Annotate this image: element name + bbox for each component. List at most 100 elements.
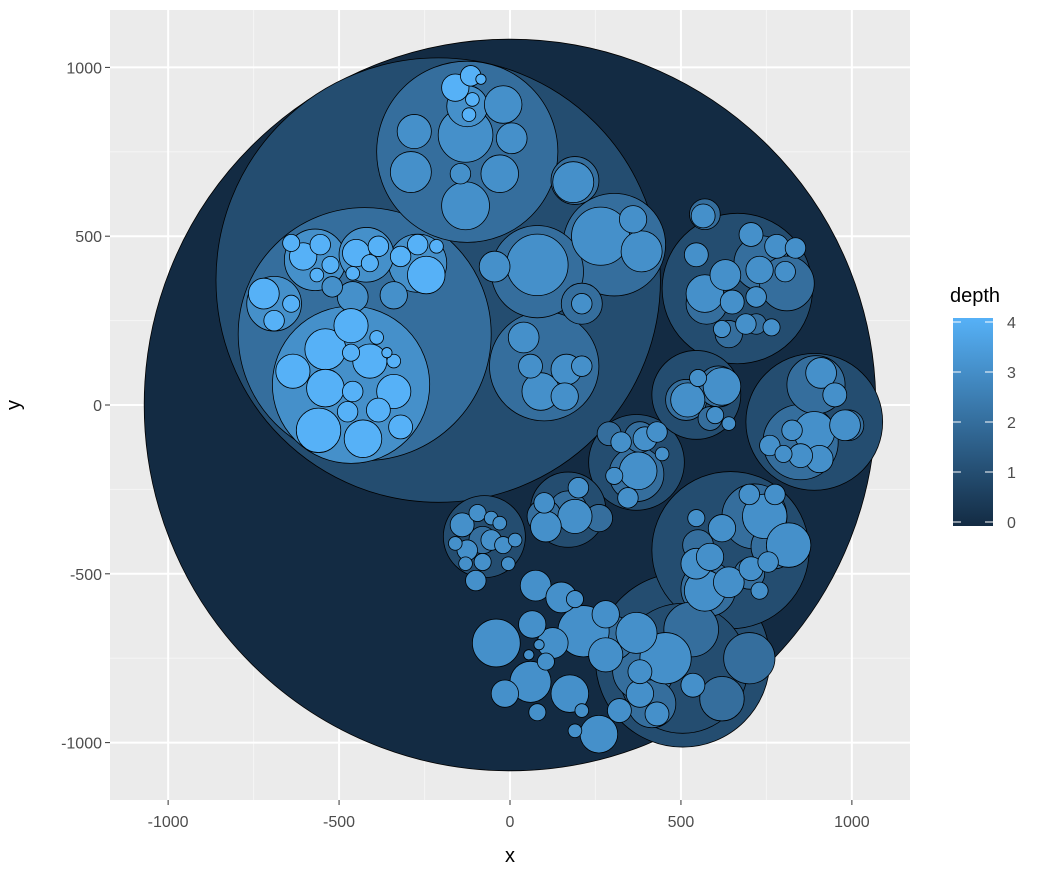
circle-depth-4 (343, 419, 383, 458)
circle-depth-4 (295, 407, 342, 453)
circle-marks (143, 38, 884, 772)
circle-depth-3 (713, 566, 745, 599)
circle-depth-4 (342, 380, 364, 403)
circle-depth-3 (528, 703, 547, 722)
circle-depth-4 (369, 330, 384, 345)
circle-depth-3 (478, 250, 511, 283)
circle-depth-3 (557, 498, 593, 534)
circle-depth-3 (759, 434, 781, 457)
circle-depth-3 (507, 532, 523, 548)
y-tick-label: 500 (75, 229, 102, 246)
legend: depth 0 1 2 3 4 (950, 285, 1016, 532)
circle-depth-3 (774, 445, 793, 463)
legend-label: 3 (1007, 365, 1016, 382)
circle-depth-2 (699, 676, 745, 722)
circle-depth-3 (781, 419, 803, 441)
circle-depth-3 (706, 406, 725, 425)
circle-depth-3 (690, 203, 716, 229)
circle-depth-3 (518, 353, 543, 379)
circle-depth-3 (379, 281, 408, 310)
circle-depth-3 (490, 679, 519, 708)
circle-depth-3 (757, 551, 779, 573)
circle-depth-4 (388, 414, 413, 440)
circle-depth-4 (282, 294, 301, 313)
circle-depth-3 (774, 260, 796, 283)
circle-depth-3 (506, 233, 569, 297)
legend-label: 0 (1007, 515, 1016, 532)
circle-depth-3 (579, 714, 619, 754)
circle-depth-3 (566, 590, 584, 609)
circle-depth-4 (429, 239, 444, 254)
circle-depth-3 (670, 382, 706, 418)
circle-depth-3 (745, 286, 767, 308)
circle-depth-4 (306, 368, 345, 408)
circle-depth-3 (588, 637, 624, 673)
circle-depth-4 (248, 277, 280, 310)
circle-depth-4 (407, 255, 446, 295)
circle-depth-3 (448, 536, 463, 551)
circle-depth-3 (619, 205, 648, 234)
circle-depth-4 (309, 267, 325, 283)
circle-depth-3 (784, 237, 807, 259)
circle-depth-3 (627, 659, 653, 685)
circle-depth-3 (764, 483, 786, 506)
circle-depth-3 (615, 611, 658, 654)
circle-depth-4 (282, 234, 301, 252)
legend-label: 2 (1007, 415, 1016, 432)
circle-depth-3 (501, 556, 516, 571)
circle-depth-3 (702, 367, 742, 406)
circle-depth-3 (822, 382, 848, 408)
circle-depth-3 (687, 509, 706, 528)
circle-depth-4 (345, 266, 360, 281)
circle-depth-3 (465, 569, 487, 592)
circle-depth-3 (689, 369, 707, 387)
circle-depth-4 (333, 308, 369, 344)
circle-depth-3 (617, 487, 639, 509)
circle-depth-3 (735, 313, 757, 335)
circle-depth-3 (321, 276, 343, 298)
circle-depth-3 (610, 431, 632, 453)
y-tick-label: 1000 (66, 60, 102, 77)
circle-depth-3 (550, 674, 590, 713)
circle-depth-3 (567, 723, 583, 739)
circle-depth-3 (571, 355, 593, 377)
circle-depth-3 (709, 259, 742, 291)
axes: -1000 -500 0 500 1000 -1000 -500 0 500 1000 (61, 60, 870, 831)
circle-depth-3 (805, 357, 837, 389)
circle-depth-4 (389, 245, 412, 268)
y-tick-label: -500 (70, 567, 102, 584)
circle-depth-4 (360, 254, 379, 273)
circle-depth-4 (275, 353, 311, 389)
legend-title: depth (950, 285, 1000, 307)
circle-depth-4 (336, 401, 359, 423)
circle-depth-3 (571, 293, 593, 315)
circle-depth-3 (762, 318, 781, 337)
circle-depth-3 (552, 161, 595, 204)
circle-depth-3 (483, 85, 523, 124)
circle-depth-4 (321, 255, 340, 274)
circle-depth-3 (480, 154, 519, 193)
circle-depth-3 (644, 701, 670, 727)
circle-depth-3 (766, 522, 812, 568)
circle-depth-3 (389, 151, 432, 193)
circle-depth-3 (473, 553, 492, 571)
x-axis-title: x (505, 845, 515, 867)
circle-depth-3 (523, 649, 535, 661)
circle-depth-3 (738, 483, 760, 506)
legend-label: 1 (1007, 465, 1016, 482)
circle-depth-3 (625, 679, 654, 708)
circle-depth-3 (620, 230, 663, 273)
circle-depth-3 (707, 514, 737, 543)
circle-depth-4 (407, 233, 429, 256)
circle-depth-4 (366, 397, 391, 423)
circle-depth-3 (591, 600, 620, 629)
circle-depth-3 (713, 320, 731, 338)
circle-depth-3 (533, 492, 555, 514)
circle-depth-2 (723, 632, 776, 685)
y-tick-label: -1000 (61, 736, 102, 753)
circle-depth-3 (449, 512, 475, 538)
circle-depth-3 (654, 446, 670, 462)
circle-depth-3 (695, 542, 725, 571)
circle-depth-3 (607, 698, 632, 723)
